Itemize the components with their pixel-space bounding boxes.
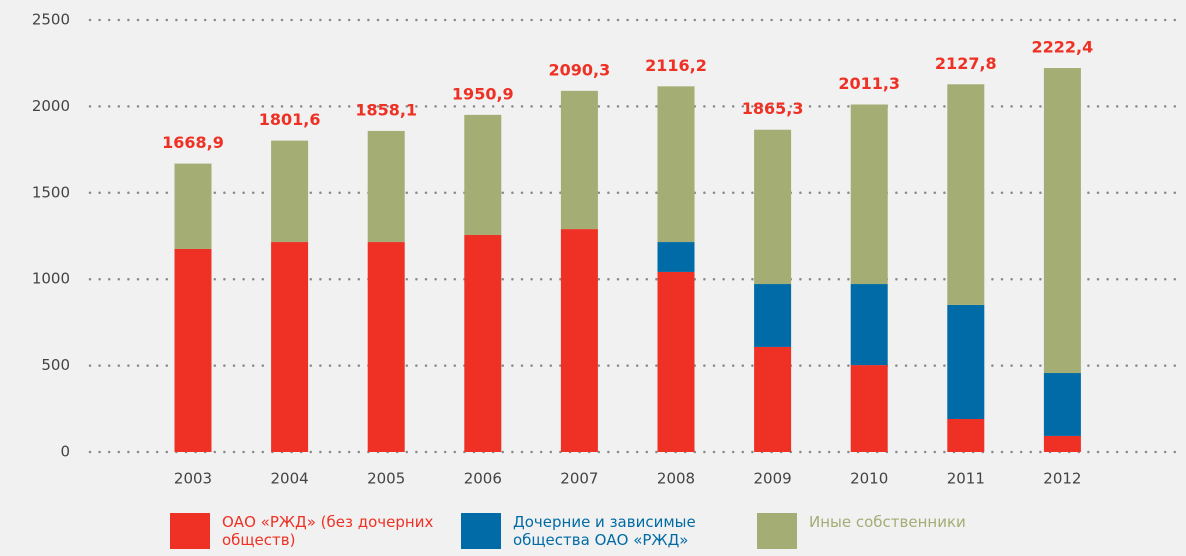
x-tick-label: 2007 [560,470,598,488]
total-label: 1865,3 [742,99,804,118]
x-tick-label: 2005 [367,470,405,488]
y-tick-label: 1500 [32,183,70,201]
y-tick-label: 500 [41,356,70,374]
bar-segment [947,84,985,305]
bar-segment [754,284,792,347]
legend-item: Дочерние и зависимые общества ОАО «РЖД» [461,513,733,549]
legend-swatch [170,513,210,549]
bar-segment [1043,373,1081,436]
bar-segment [947,304,985,419]
total-label: 2090,3 [549,60,611,79]
x-tick-label: 2012 [1043,470,1081,488]
y-tick-label: 0 [60,443,70,461]
bar-segment [174,163,212,249]
legend-swatch [757,513,797,549]
bar-segment [850,104,888,285]
y-tick-label: 2500 [32,11,70,29]
total-label: 2127,8 [935,54,997,73]
bar-segment [560,229,598,452]
bar-segment [367,130,405,243]
total-label: 1858,1 [355,100,417,119]
chart: 0 500 1000 1500 2000 2500 2003 1668,9 2004 1801,6… [32,11,1180,488]
bar-segment [850,284,888,366]
y-tick-label: 2000 [32,97,70,115]
bar-segment [850,365,888,452]
bar-segment [271,242,309,452]
bar-segment [464,114,502,235]
total-label: 2116,2 [645,56,707,75]
bar-segment [464,234,502,452]
bar-segment [657,242,695,272]
legend-label: ОАО «РЖД» (без дочерних обществ) [222,513,434,549]
x-tick-label: 2003 [174,470,212,488]
total-label: 1668,9 [162,133,224,152]
y-tick-label: 1000 [32,270,70,288]
bar-segment [1043,435,1081,452]
total-label: 2011,3 [838,74,900,93]
bar-segment [367,242,405,452]
legend-label: Иные собственники [809,513,966,531]
bar-segment [271,140,309,243]
total-label: 1801,6 [259,110,321,129]
legend-swatch [461,513,501,549]
x-tick-label: 2004 [271,470,309,488]
x-tick-label: 2006 [464,470,502,488]
bar-segment [657,271,695,452]
legend-label: Дочерние и зависимые общества ОАО «РЖД» [513,513,696,549]
x-tick-label: 2009 [754,470,792,488]
bar-segment [947,418,985,452]
x-tick-label: 2008 [657,470,695,488]
bar-segment [657,86,695,243]
bar-segment [754,346,792,452]
bar-segment [1043,68,1081,374]
legend-item: ОАО «РЖД» (без дочерних обществ) [170,513,452,549]
x-tick-label: 2011 [947,470,985,488]
x-tick-label: 2010 [850,470,888,488]
total-label: 1950,9 [452,84,514,103]
legend-item: Иные собственники [757,513,1029,549]
total-label: 2222,4 [1032,37,1094,56]
bar-segment [174,248,212,452]
bar-segment [754,129,792,285]
bar-segment [560,90,598,230]
